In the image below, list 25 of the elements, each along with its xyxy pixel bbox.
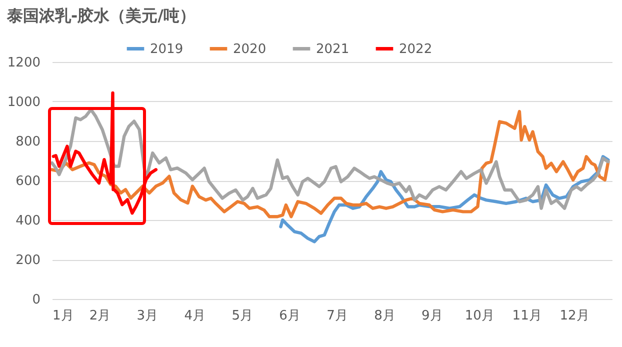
y-tick-label: 200	[16, 253, 40, 268]
y-tick-label: 400	[16, 214, 40, 228]
y-tick-label: 1000	[7, 95, 40, 110]
y-tick-label: 800	[16, 134, 40, 150]
line-series	[52, 91, 158, 215]
x-tick-label: 10月	[464, 308, 494, 324]
legend-label: 2021	[316, 42, 350, 57]
x-tick-label: 7月	[326, 308, 348, 324]
legend-label: 2020	[233, 42, 266, 57]
y-tick-label: 600	[16, 174, 40, 189]
y-tick-label: 1200	[7, 56, 40, 70]
y-tick-label: 0	[32, 292, 40, 308]
x-tick-label: 8月	[374, 308, 396, 324]
x-tick-label: 1月	[52, 308, 74, 324]
chart-title: 泰国浓乳-胶水（美元/吨）	[6, 6, 196, 25]
x-tick-label: 5月	[232, 308, 253, 324]
x-tick-label: 6月	[279, 308, 300, 324]
x-tick-label: 3月	[136, 308, 158, 324]
x-tick-label: 9月	[422, 308, 443, 324]
legend-label: 2019	[150, 42, 184, 57]
legend-label: 2022	[399, 42, 432, 57]
x-tick-label: 2月	[89, 308, 111, 324]
x-tick-label: 11月	[512, 308, 542, 324]
x-tick-label: 4月	[184, 308, 206, 324]
x-tick-label: 12月	[560, 308, 590, 324]
